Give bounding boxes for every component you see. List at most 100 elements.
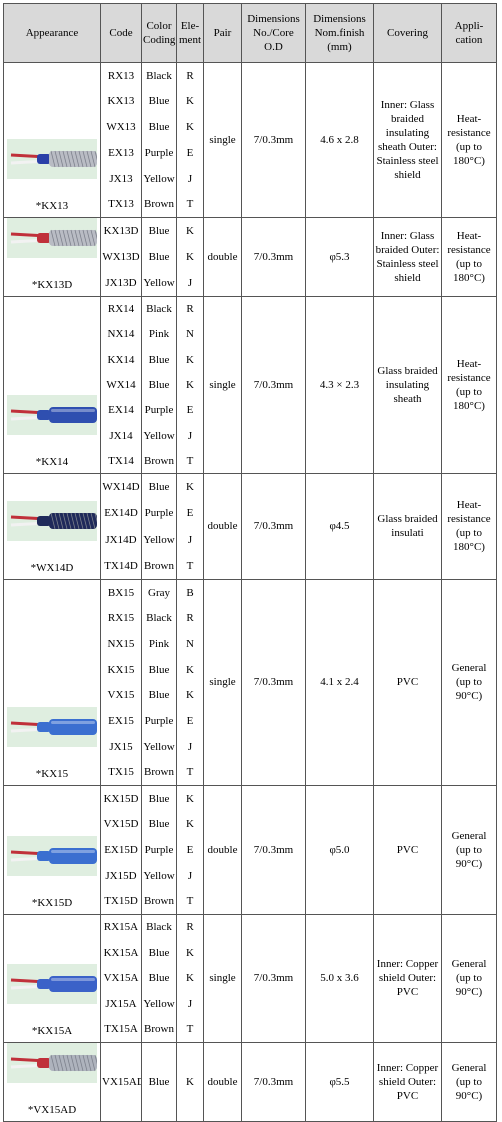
appearance-cell: *KX15 <box>3 578 101 786</box>
code-cell: EX15 <box>100 708 142 734</box>
table-wrap: Appearance Code Color Coding Ele-ment Pair Di… <box>3 3 497 1122</box>
code-cell: JX13 <box>100 165 142 192</box>
braid <box>58 150 64 168</box>
table-row: VX15D Blue K <box>4 811 497 838</box>
color-cell: Black <box>141 62 177 89</box>
color-cell: Purple <box>141 837 177 863</box>
table-row: JX14D Yellow J <box>4 526 497 553</box>
table-row: KX13 Blue K <box>4 88 497 115</box>
covering-cell: PVC <box>373 578 442 786</box>
pair-cell: single <box>203 295 242 474</box>
braid <box>66 229 72 247</box>
table-row: JX15A Yellow J <box>4 991 497 1017</box>
element-cell: T <box>176 191 204 218</box>
table-row: VX15A Blue K <box>4 965 497 992</box>
color-cell: Blue <box>141 784 177 812</box>
inner-sheath <box>37 721 51 732</box>
braid <box>78 229 84 247</box>
cable-image <box>7 1043 97 1083</box>
code-cell: VX15 <box>100 682 142 709</box>
covering-cell: Glass braided insulating sheath <box>373 295 442 474</box>
table-row: NX15 Pink N <box>4 630 497 657</box>
element-cell: E <box>176 837 204 863</box>
braid <box>86 1054 92 1071</box>
code-cell: TX15A <box>100 1016 142 1043</box>
inner-sheath <box>37 1057 51 1068</box>
code-cell: EX14 <box>100 397 142 423</box>
braid <box>74 229 80 247</box>
code-cell: EX13 <box>100 139 142 166</box>
outer-sheath <box>49 718 97 735</box>
covering-cell: Inner: Copper shield Outer: PVC <box>373 1041 442 1122</box>
appearance-cell: *KX14 <box>3 295 101 474</box>
element-cell: K <box>176 347 204 373</box>
braid <box>86 229 92 247</box>
code-cell: RX13 <box>100 62 142 89</box>
code-cell: NX15 <box>100 630 142 657</box>
braid <box>94 150 97 161</box>
code-cell: TX14 <box>100 448 142 474</box>
braid <box>50 150 56 168</box>
element-cell: J <box>176 862 204 889</box>
element-cell: E <box>176 397 204 423</box>
table-row: WX14 Blue K <box>4 372 497 398</box>
element-cell: K <box>176 965 204 992</box>
color-cell: Black <box>141 605 177 631</box>
braid <box>58 512 64 530</box>
appearance-label: *VX15AD <box>27 1103 77 1116</box>
code-cell: EX14D <box>100 499 142 527</box>
core-cell: 7/0.3mm <box>241 913 306 1043</box>
appearance-label: *KX15D <box>31 896 73 909</box>
core-cell: 7/0.3mm <box>241 578 306 786</box>
sheath-highlight <box>51 408 95 412</box>
sheath-highlight <box>51 720 95 724</box>
table-row: EX14D Purple E <box>4 499 497 527</box>
pair-cell: double <box>203 784 242 915</box>
finish-cell: 4.1 x 2.4 <box>305 578 374 786</box>
color-cell: Blue <box>141 88 177 115</box>
braid <box>82 150 88 168</box>
header-cell: Dimensions Nom.finish (mm) <box>305 3 374 63</box>
element-cell: J <box>176 422 204 449</box>
color-cell: Blue <box>141 243 177 271</box>
color-cell: Blue <box>141 965 177 992</box>
application-cell: Heat-resistance (up to 180°C) <box>441 472 497 580</box>
braid <box>90 512 96 530</box>
pair-cell: single <box>203 62 242 218</box>
color-cell: Blue <box>141 114 177 140</box>
element-cell: K <box>176 682 204 709</box>
color-cell: Blue <box>141 811 177 838</box>
appearance-cell: *KX13D <box>3 216 101 297</box>
code-cell: RX14 <box>100 295 142 322</box>
finish-cell: φ4.5 <box>305 472 374 580</box>
application-cell: General (up to 90°C) <box>441 1041 497 1122</box>
element-cell: K <box>176 1041 204 1122</box>
pair-cell: double <box>203 216 242 297</box>
color-cell: Brown <box>141 448 177 474</box>
braid <box>70 512 76 530</box>
element-cell: K <box>176 472 204 500</box>
braid <box>50 512 56 530</box>
color-cell: Purple <box>141 397 177 423</box>
outer-sheath <box>49 406 97 423</box>
header-cell: Code <box>100 3 142 63</box>
application-cell: Heat-resistance (up to 180°C) <box>441 295 497 474</box>
code-cell: KX13 <box>100 88 142 115</box>
covering-cell: Glass braided insulati <box>373 472 442 580</box>
braid <box>86 512 92 530</box>
element-cell: K <box>176 216 204 244</box>
element-cell: N <box>176 630 204 657</box>
braid <box>54 150 60 168</box>
code-cell: NX14 <box>100 321 142 348</box>
color-cell: Pink <box>141 630 177 657</box>
color-cell: Blue <box>141 216 177 244</box>
element-cell: R <box>176 62 204 89</box>
table-row: TX13 Brown T <box>4 191 497 218</box>
braid <box>54 1054 60 1071</box>
braid <box>50 1054 56 1071</box>
color-cell: Purple <box>141 708 177 734</box>
